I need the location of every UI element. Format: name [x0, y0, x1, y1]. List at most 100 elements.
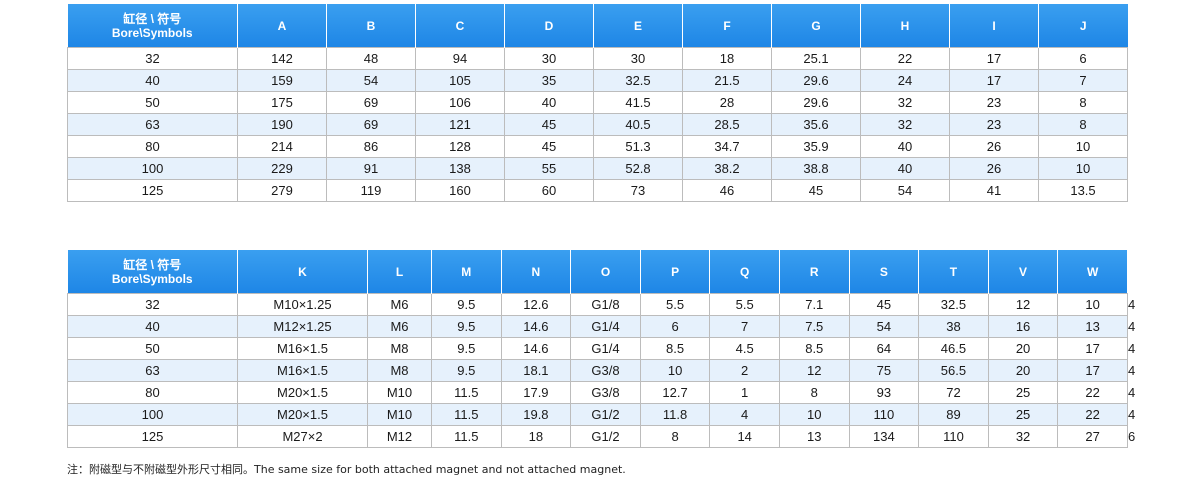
table-cell: M10	[367, 403, 432, 426]
table-cell: 35.6	[771, 113, 861, 136]
table-cell: 11.5	[431, 425, 502, 448]
table-cell: 160	[415, 179, 505, 202]
table-cell: 40	[860, 157, 950, 180]
table-cell: 4.5	[709, 337, 780, 360]
table-row: 50 175 69 106 40 41.5 28 29.6 32 23 8	[67, 91, 1128, 114]
table-cell: 9.5	[431, 359, 502, 382]
footnote: 注：附磁型与不附磁型外形尺寸相同。The same size for both …	[67, 463, 626, 476]
table-cell: 22	[1057, 381, 1128, 404]
table-cell: M6	[367, 315, 432, 338]
table-cell: 10	[1038, 157, 1128, 180]
column-header: K	[237, 250, 368, 294]
table-cell: 279	[237, 179, 327, 202]
table-cell: 121	[415, 113, 505, 136]
table-cell: 35.9	[771, 135, 861, 158]
bore-header-cn: 缸径 \ 符号	[123, 257, 182, 272]
table-cell: 7	[709, 315, 780, 338]
table-cell: 48	[326, 47, 416, 70]
table-cell: 46	[682, 179, 772, 202]
column-header: S	[849, 250, 920, 294]
table-cell: 32	[860, 91, 950, 114]
table-cell: 6	[1038, 47, 1128, 70]
table-cell: 94	[415, 47, 505, 70]
bore-size-cell: 40	[67, 69, 238, 92]
table-row: 40 M12×1.25 M6 9.5 14.6 G1/4 6 7 7.5 54 38 16 13 4	[67, 315, 1135, 338]
dimension-table-2: 缸径 \ 符号 Bore\Symbols K L M N O P Q R S T…	[67, 250, 1136, 448]
bore-size-cell: 100	[67, 403, 238, 426]
table-cell: 54	[848, 315, 920, 338]
table-cell: 2	[709, 359, 780, 382]
table-cell: 4	[709, 403, 780, 426]
table-cell: G1/8	[570, 293, 641, 316]
table-cell: M8	[367, 359, 432, 382]
table-cell: M16×1.5	[237, 337, 368, 360]
table-cell: M6	[367, 293, 432, 316]
bore-symbols-header: 缸径 \ 符号 Bore\Symbols	[67, 4, 238, 48]
table-cell: 52.8	[593, 157, 683, 180]
table-cell: 32	[987, 425, 1059, 448]
table-cell: 14.6	[500, 337, 572, 360]
table-cell: 64	[848, 337, 920, 360]
table-cell: 17	[1057, 337, 1128, 360]
table-cell: 12	[778, 359, 850, 382]
table-cell: M27×2	[237, 425, 368, 448]
table-cell: 110	[918, 425, 989, 448]
table-cell: 10	[639, 359, 711, 382]
table-cell: G3/8	[570, 359, 641, 382]
table-cell: 18	[682, 47, 772, 70]
table-cell: 20	[987, 359, 1059, 382]
table-cell: 5.5	[709, 293, 780, 316]
table-cell: 7	[1038, 69, 1128, 92]
table-cell: 26	[949, 157, 1039, 180]
column-header: R	[779, 250, 850, 294]
table-cell: 26	[949, 135, 1039, 158]
table-cell: G1/2	[570, 403, 641, 426]
table-cell: 69	[326, 91, 416, 114]
table-row: 100 229 91 138 55 52.8 38.2 38.8 40 26 10	[67, 157, 1128, 180]
table-cell: 11.5	[431, 381, 502, 404]
table-cell: 40.5	[593, 113, 683, 136]
table-cell: 30	[504, 47, 594, 70]
table-cell: 8	[778, 381, 850, 404]
table-cell: 91	[326, 157, 416, 180]
column-header: A	[237, 4, 327, 48]
table-cell: M10	[367, 381, 432, 404]
table-cell: M16×1.5	[237, 359, 368, 382]
table-cell: 19.8	[500, 403, 572, 426]
table-cell: M12	[367, 425, 432, 448]
column-header: J	[1038, 4, 1128, 48]
column-header: O	[570, 250, 641, 294]
table-cell: 32.5	[593, 69, 683, 92]
table-cell: 23	[949, 113, 1039, 136]
bore-size-cell: 125	[67, 179, 238, 202]
column-header: E	[593, 4, 683, 48]
table-cell: 89	[918, 403, 989, 426]
table-cell: 54	[326, 69, 416, 92]
table-cell: 105	[415, 69, 505, 92]
column-header: I	[949, 4, 1039, 48]
column-header: G	[771, 4, 861, 48]
table-cell: 8.5	[639, 337, 711, 360]
table-cell: 190	[237, 113, 327, 136]
table-row: 125 279 119 160 60 73 46 45 54 41 13.5	[67, 179, 1128, 202]
table-cell: 56.5	[918, 359, 989, 382]
table-cell: 1	[709, 381, 780, 404]
table-cell: 13	[778, 425, 850, 448]
table-cell: 7.5	[778, 315, 850, 338]
table-cell: 40	[504, 91, 594, 114]
bore-size-cell: 32	[67, 47, 238, 70]
column-header: V	[988, 250, 1059, 294]
table-cell: 14.6	[500, 315, 572, 338]
table-cell: 142	[237, 47, 327, 70]
column-header: P	[640, 250, 711, 294]
table-cell: G3/8	[570, 381, 641, 404]
table-cell: 41	[949, 179, 1039, 202]
table-header-row: 缸径 \ 符号 Bore\Symbols K L M N O P Q R S T…	[67, 250, 1136, 294]
column-header: B	[326, 4, 416, 48]
table-cell: 175	[237, 91, 327, 114]
table-cell: 69	[326, 113, 416, 136]
column-header: N	[501, 250, 572, 294]
table-row: 80 M20×1.5 M10 11.5 17.9 G3/8 12.7 1 8 93 72 25 22 4	[67, 381, 1135, 404]
table-cell: 18	[500, 425, 572, 448]
table-cell: 25	[987, 403, 1059, 426]
